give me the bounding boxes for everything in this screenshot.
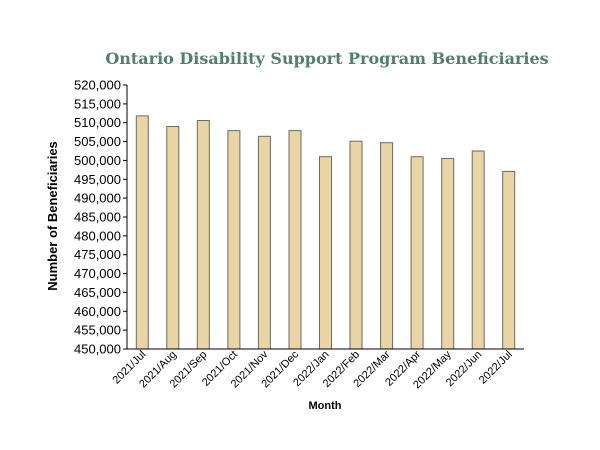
y-tick-label: 520,000 <box>74 78 121 93</box>
bar <box>135 115 149 350</box>
y-tick-label: 470,000 <box>74 266 121 281</box>
bar <box>319 156 332 350</box>
bar <box>257 135 271 350</box>
y-tick-label: 460,000 <box>74 304 121 319</box>
x-axis-label: Month <box>309 400 342 412</box>
y-tick-label: 455,000 <box>74 323 121 338</box>
bar <box>380 142 394 350</box>
y-ticks-group: 450,000 455,000 460,000 465,000 470,000 475,0… <box>74 78 127 357</box>
bar <box>471 150 485 350</box>
bar <box>349 140 363 350</box>
y-tick-label: 495,000 <box>74 172 121 187</box>
y-axis-label: Number of Beneficiaries <box>45 141 60 291</box>
y-tick-label: 475,000 <box>74 247 121 262</box>
bar <box>227 130 241 350</box>
chart-title: Ontario Disability Support Program Benef… <box>105 49 548 68</box>
bar <box>288 130 302 350</box>
y-tick-label: 515,000 <box>74 96 121 111</box>
x-tick-label: 2022/Jul <box>477 349 515 387</box>
x-ticks-group: 2021/Jul2021/Aug2021/Sep2021/Oct2021/Nov… <box>111 348 515 391</box>
bar <box>196 120 210 350</box>
y-tick-label: 505,000 <box>74 134 121 149</box>
y-tick-label: 480,000 <box>74 228 121 243</box>
y-tick-label: 465,000 <box>74 285 121 300</box>
y-tick-label: 490,000 <box>74 191 121 206</box>
y-tick-label: 450,000 <box>74 342 121 357</box>
bars-group <box>135 115 516 350</box>
bar <box>441 158 455 350</box>
y-tick-label: 510,000 <box>74 115 121 130</box>
y-tick-label: 485,000 <box>74 210 121 225</box>
bar <box>410 156 424 350</box>
y-tick-label: 500,000 <box>74 153 121 168</box>
bar <box>502 170 516 350</box>
bar <box>166 126 180 350</box>
